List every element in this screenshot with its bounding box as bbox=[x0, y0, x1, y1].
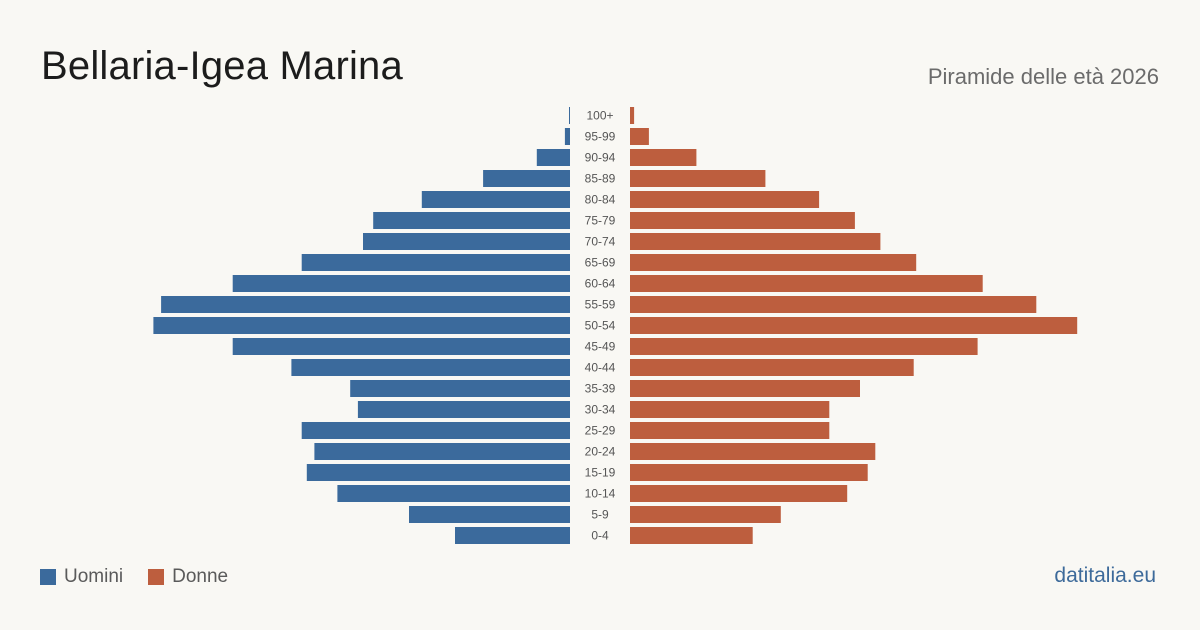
bar-women-100+ bbox=[630, 107, 635, 124]
bar-women-35-39 bbox=[630, 380, 860, 397]
age-label-35-39: 35-39 bbox=[585, 382, 616, 396]
bar-men-45-49 bbox=[232, 338, 570, 355]
bar-women-50-54 bbox=[630, 317, 1078, 334]
page-title: Bellaria-Igea Marina bbox=[41, 44, 403, 88]
legend-swatch-women bbox=[148, 569, 165, 585]
legend-label-women: Donne bbox=[172, 566, 229, 587]
age-label-10-14: 10-14 bbox=[585, 487, 616, 501]
bar-women-90-94 bbox=[630, 149, 697, 166]
bar-women-65-69 bbox=[630, 254, 917, 271]
legend: Uomini Donne bbox=[40, 566, 253, 588]
bar-women-55-59 bbox=[630, 296, 1037, 313]
age-label-80-84: 80-84 bbox=[585, 193, 616, 207]
bar-women-5-9 bbox=[630, 506, 781, 523]
bar-men-5-9 bbox=[409, 506, 570, 523]
chart-subtitle: Piramide delle età 2026 bbox=[927, 64, 1159, 89]
legend-label-men: Uomini bbox=[64, 566, 124, 587]
bar-women-70-74 bbox=[630, 233, 881, 250]
bar-men-35-39 bbox=[350, 380, 570, 397]
bar-men-25-29 bbox=[301, 422, 570, 439]
bar-women-10-14 bbox=[630, 485, 848, 502]
age-label-60-64: 60-64 bbox=[585, 277, 616, 291]
age-label-95-99: 95-99 bbox=[585, 130, 616, 144]
bar-women-75-79 bbox=[630, 212, 855, 229]
age-label-85-89: 85-89 bbox=[585, 172, 616, 186]
age-label-75-79: 75-79 bbox=[585, 214, 616, 228]
age-label-20-24: 20-24 bbox=[585, 445, 616, 459]
age-label-45-49: 45-49 bbox=[585, 340, 616, 354]
bar-women-80-84 bbox=[630, 191, 820, 208]
bar-men-60-64 bbox=[232, 275, 570, 292]
age-label-50-54: 50-54 bbox=[585, 319, 616, 333]
bar-men-95-99 bbox=[564, 128, 570, 145]
site-link[interactable]: datitalia.eu bbox=[1054, 564, 1156, 587]
bar-women-85-89 bbox=[630, 170, 766, 187]
age-label-70-74: 70-74 bbox=[585, 235, 616, 249]
age-label-40-44: 40-44 bbox=[585, 361, 616, 375]
bar-men-55-59 bbox=[161, 296, 570, 313]
legend-item-women: Donne bbox=[148, 566, 228, 588]
bar-women-0-4 bbox=[630, 527, 753, 544]
bar-women-15-19 bbox=[630, 464, 868, 481]
age-label-25-29: 25-29 bbox=[585, 424, 616, 438]
bar-men-100+ bbox=[569, 107, 570, 124]
bar-women-30-34 bbox=[630, 401, 830, 418]
bar-men-80-84 bbox=[421, 191, 570, 208]
bar-men-70-74 bbox=[363, 233, 570, 250]
bar-women-25-29 bbox=[630, 422, 830, 439]
age-label-100+: 100+ bbox=[586, 109, 613, 123]
bar-women-60-64 bbox=[630, 275, 983, 292]
age-label-90-94: 90-94 bbox=[585, 151, 616, 165]
bar-men-40-44 bbox=[291, 359, 570, 376]
bar-men-20-24 bbox=[314, 443, 570, 460]
bar-men-75-79 bbox=[373, 212, 570, 229]
legend-item-men: Uomini bbox=[40, 566, 123, 588]
age-label-0-4: 0-4 bbox=[591, 529, 609, 543]
age-label-15-19: 15-19 bbox=[585, 466, 616, 480]
bar-men-85-89 bbox=[483, 170, 570, 187]
legend-swatch-men bbox=[40, 569, 56, 585]
bar-women-45-49 bbox=[630, 338, 978, 355]
bar-men-90-94 bbox=[536, 149, 570, 166]
bar-men-15-19 bbox=[306, 464, 570, 481]
bar-women-95-99 bbox=[630, 128, 649, 145]
age-label-5-9: 5-9 bbox=[591, 508, 609, 522]
bar-men-65-69 bbox=[301, 254, 570, 271]
age-label-65-69: 65-69 bbox=[585, 256, 616, 270]
bar-men-0-4 bbox=[455, 527, 570, 544]
bar-women-40-44 bbox=[630, 359, 914, 376]
age-label-30-34: 30-34 bbox=[585, 403, 616, 417]
bar-men-30-34 bbox=[357, 401, 570, 418]
bar-men-10-14 bbox=[337, 485, 570, 502]
bar-women-20-24 bbox=[630, 443, 876, 460]
age-label-55-59: 55-59 bbox=[585, 298, 616, 312]
bar-men-50-54 bbox=[153, 317, 570, 334]
